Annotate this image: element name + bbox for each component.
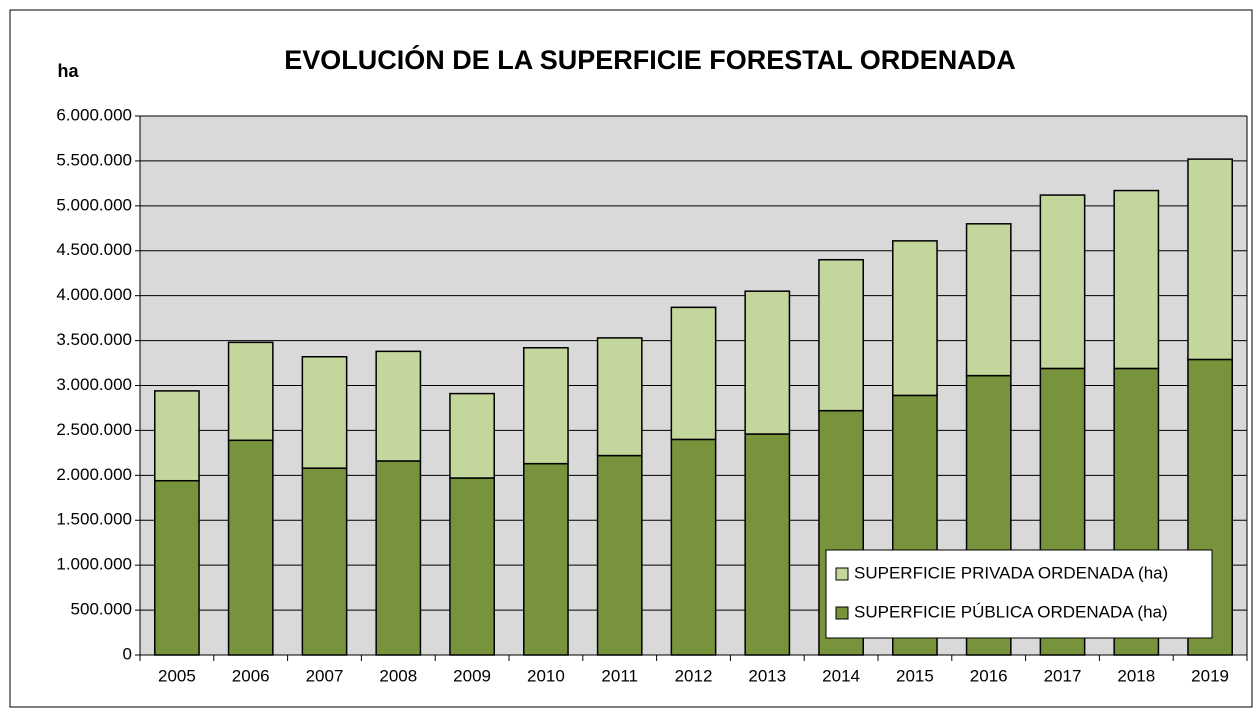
bar-segment — [154, 479, 200, 656]
y-tick-label: 2.000.000 — [56, 465, 132, 484]
x-tick-label: 2008 — [379, 666, 417, 685]
bar-segment — [227, 341, 274, 442]
legend-label: SUPERFICIE PÚBLICA ORDENADA (ha) — [854, 602, 1168, 621]
bar-segment — [375, 350, 422, 462]
bar-segment — [670, 306, 717, 441]
y-tick-label: 4.500.000 — [56, 240, 132, 259]
bar-segment — [227, 439, 274, 656]
bar-segment — [818, 258, 864, 412]
x-tick-label: 2015 — [896, 666, 934, 685]
y-tick-label: 500.000 — [71, 600, 132, 619]
bar-segment — [744, 433, 791, 656]
bar-segment — [449, 392, 495, 479]
y-tick-label: 3.000.000 — [56, 375, 132, 394]
legend-box — [825, 549, 1213, 639]
y-tick-label: 5.000.000 — [56, 195, 132, 214]
y-tick-label: 1.500.000 — [56, 510, 132, 529]
y-tick-label: 5.500.000 — [56, 150, 132, 169]
y-tick-label: 1.000.000 — [56, 555, 132, 574]
x-tick-label: 2017 — [1044, 666, 1082, 685]
bar-segment — [596, 454, 643, 656]
bar-segment — [301, 356, 348, 469]
y-tick-label: 2.500.000 — [56, 420, 132, 439]
bar-segment — [523, 347, 569, 465]
bar-segment — [523, 462, 569, 656]
x-tick-label: 2016 — [970, 666, 1008, 685]
y-axis-label: ha — [57, 61, 79, 81]
y-tick-label: 4.000.000 — [56, 285, 132, 304]
x-tick-label: 2011 — [601, 666, 638, 685]
y-tick-label: 3.500.000 — [56, 330, 132, 349]
y-tick-label: 6.000.000 — [56, 105, 132, 124]
legend-swatch — [835, 606, 849, 620]
bar-segment — [375, 460, 422, 656]
x-tick-label: 2006 — [232, 666, 270, 685]
x-tick-label: 2005 — [158, 666, 196, 685]
x-tick-label: 2019 — [1191, 666, 1229, 685]
x-tick-label: 2007 — [306, 666, 344, 685]
chart-title: EVOLUCIÓN DE LA SUPERFICIE FORESTAL ORDE… — [284, 44, 1016, 75]
x-tick-label: 2010 — [527, 666, 565, 685]
bar-segment — [154, 390, 200, 482]
x-tick-label: 2018 — [1117, 666, 1155, 685]
bar-segment — [1039, 194, 1086, 370]
bar-segment — [670, 438, 717, 656]
x-tick-label: 2009 — [453, 666, 491, 685]
y-tick-label: 0 — [123, 644, 132, 663]
bar-segment — [1187, 158, 1233, 361]
bar-segment — [449, 477, 495, 656]
legend-label: SUPERFICIE PRIVADA ORDENADA (ha) — [854, 563, 1168, 582]
bar-segment — [892, 240, 938, 397]
bar-segment — [965, 223, 1012, 377]
x-tick-label: 2013 — [748, 666, 786, 685]
x-tick-label: 2012 — [675, 666, 713, 685]
bar-segment — [744, 290, 791, 435]
bar-segment — [301, 467, 348, 656]
x-tick-label: 2014 — [822, 666, 860, 685]
legend-swatch — [835, 567, 849, 581]
bar-segment — [1113, 189, 1160, 370]
bar-segment — [596, 337, 643, 457]
